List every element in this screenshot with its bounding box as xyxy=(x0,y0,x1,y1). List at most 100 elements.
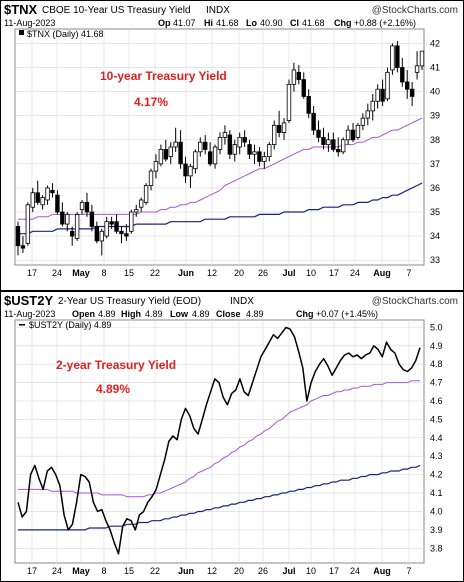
tnx-candle-body-down xyxy=(163,149,169,160)
tnx-candle xyxy=(212,144,218,169)
tnx-y-tick-label: 39 xyxy=(430,111,440,121)
tnx-candle-body-up xyxy=(148,170,154,186)
ust-y-tick-label: 4.1 xyxy=(430,488,443,498)
ust-x-tick-label: 24 xyxy=(52,566,62,576)
tnx-candle xyxy=(409,81,415,107)
ust-x-tick-label: 10 xyxy=(306,566,316,576)
tnx-candle xyxy=(143,183,149,205)
tnx-date: 11-Aug-2023 xyxy=(4,18,55,28)
tnx-candle-body-up xyxy=(40,197,45,206)
tnx-candle-body-up xyxy=(360,117,366,126)
tnx-candle-body-down xyxy=(119,230,124,235)
tnx-x-tick-label: May xyxy=(72,268,90,278)
tnx-candle-body-up xyxy=(345,129,351,141)
tnx-y-tick-label: 41 xyxy=(430,63,440,73)
tnx-candle-body-up xyxy=(419,50,425,67)
tnx-candle-body-down xyxy=(257,151,262,162)
tnx-candle xyxy=(119,226,124,244)
tnx-ma200-path xyxy=(18,182,423,235)
tnx-candle-body-down xyxy=(124,233,129,237)
tnx-candle xyxy=(326,132,331,152)
tnx-ma200-line xyxy=(18,182,423,235)
tnx-candle xyxy=(134,204,139,217)
tnx-candle-body-down xyxy=(331,139,336,150)
ust2y-exchange: INDX xyxy=(230,296,254,307)
ust2y-y-axis: 3.8 3.9 4.0 4.1 4.2 4.3 4.4 4.5 4.6 4.7 4.8 4.9 5.0 xyxy=(430,322,443,553)
tnx-candle-body-down xyxy=(203,141,208,150)
tnx-hi-label: Hi xyxy=(204,18,213,28)
ust-y-tick-label: 3.8 xyxy=(430,543,443,553)
ust-y-tick-label: 4.8 xyxy=(430,359,443,369)
tnx-x-tick-label: 20 xyxy=(234,268,244,278)
tnx-candle-body-up xyxy=(74,214,80,239)
tnx-candle-body-down xyxy=(35,192,40,203)
tnx-candle-body-up xyxy=(222,132,228,138)
tnx-op-label: Op xyxy=(158,18,171,28)
tnx-legend-swatch xyxy=(19,30,24,35)
tnx-candle-body-up xyxy=(291,69,297,85)
tnx-candle xyxy=(69,226,75,246)
ust-x-tick-label: 12 xyxy=(207,566,217,576)
tnx-candle xyxy=(262,151,267,169)
tnx-candle-body-up xyxy=(281,122,287,133)
tnx-x-tick-label: Jul xyxy=(282,268,295,278)
tnx-candle xyxy=(321,127,326,150)
tnx-candle-body-up xyxy=(271,124,277,145)
ust2y-gridlines xyxy=(15,320,424,563)
tnx-candle xyxy=(271,120,277,150)
tnx-chg-value: +0.88 (+2.16%) xyxy=(354,18,416,28)
tnx-candle-body-up xyxy=(385,71,390,100)
ust2y-low-label: Low xyxy=(170,309,189,319)
tnx-candle xyxy=(227,130,233,160)
tnx-candle xyxy=(84,192,90,217)
tnx-candle-body-up xyxy=(25,204,31,244)
ust2y-panel: $UST2Y 2-Year US Treasury Yield (EOD) IN… xyxy=(0,291,464,582)
tnx-lo-label: Lo xyxy=(246,18,257,28)
tnx-symbol: $TNX xyxy=(4,2,38,17)
tnx-candle-body-down xyxy=(242,136,247,143)
ust-x-tick-label: 24 xyxy=(350,566,360,576)
tnx-x-tick-label: 17 xyxy=(27,268,37,278)
tnx-candle xyxy=(257,147,262,167)
tnx-op-value: 41.07 xyxy=(173,18,196,28)
tnx-description: CBOE 10-Year US Treasury Yield xyxy=(42,5,191,16)
tnx-candle xyxy=(375,84,380,109)
tnx-x-tick-label: 10 xyxy=(306,268,316,278)
ust-x-tick-label: 17 xyxy=(27,566,37,576)
tnx-candle xyxy=(168,142,173,164)
ust2y-low-value: 4.89 xyxy=(192,309,210,319)
tnx-candle-body-up xyxy=(138,199,144,208)
tnx-candle-body-up xyxy=(99,230,104,242)
tnx-x-tick-label: 22 xyxy=(150,268,160,278)
tnx-y-tick-label: 33 xyxy=(430,255,440,265)
tnx-candle xyxy=(340,137,346,155)
tnx-candle-body-down xyxy=(69,230,75,237)
tnx-candle-body-up xyxy=(390,45,395,71)
ust2y-chg-value: +0.07 (+1.45%) xyxy=(316,309,378,319)
ust2y-open-label: Open xyxy=(72,309,95,319)
ust-y-tick-label: 3.9 xyxy=(430,525,443,535)
tnx-candle-body-up xyxy=(212,146,218,165)
tnx-exchange: INDX xyxy=(206,5,230,16)
tnx-candle-body-up xyxy=(267,144,272,158)
tnx-candle-body-down xyxy=(178,141,183,165)
tnx-candle xyxy=(311,106,316,135)
tnx-y-tick-label: 35 xyxy=(430,207,440,217)
tnx-candle xyxy=(129,209,134,234)
tnx-candle-body-up xyxy=(65,214,70,225)
tnx-hi-value: 41.68 xyxy=(216,18,239,28)
tnx-candle-body-up xyxy=(217,136,223,150)
tnx-candle xyxy=(163,139,169,162)
tnx-candle xyxy=(316,120,321,143)
tnx-candle xyxy=(25,202,31,246)
ust2y-annotation-value: 4.89% xyxy=(96,382,130,396)
ust2y-legend-text: $UST2Y (Daily) 4.89 xyxy=(29,320,111,330)
ust2y-annotation-title: 2-year Treasury Yield xyxy=(56,358,176,372)
tnx-candle-body-down xyxy=(227,134,233,155)
tnx-candle-body-down xyxy=(114,221,119,232)
tnx-candle xyxy=(207,142,213,167)
tnx-candle-body-down xyxy=(296,71,302,80)
tnx-ma50-path xyxy=(18,117,423,220)
ust-y-tick-label: 4.0 xyxy=(430,506,443,516)
tnx-candle-body-down xyxy=(84,201,90,213)
